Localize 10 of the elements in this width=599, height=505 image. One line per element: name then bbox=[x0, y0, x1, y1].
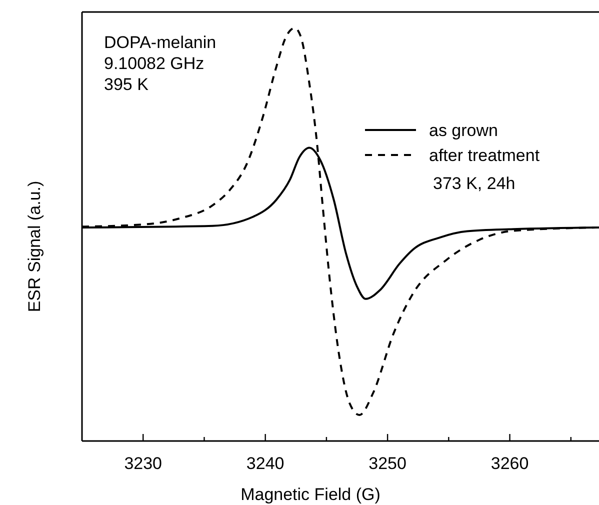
annotation: DOPA-melanin 9.10082 GHz 395 K bbox=[104, 33, 216, 94]
annotation: 373 K, 24h bbox=[433, 174, 516, 193]
x-tick-label: 3250 bbox=[368, 454, 406, 473]
x-axis-title: Magnetic Field (G) bbox=[240, 485, 380, 504]
legend-label: after treatment bbox=[429, 146, 540, 165]
x-tick-label: 3230 bbox=[124, 454, 162, 473]
x-tick-label: 3240 bbox=[246, 454, 284, 473]
x-tick-label: 3260 bbox=[490, 454, 529, 473]
y-axis-title: ESR Signal (a.u.) bbox=[25, 180, 44, 312]
legend-label: as grown bbox=[429, 121, 498, 140]
